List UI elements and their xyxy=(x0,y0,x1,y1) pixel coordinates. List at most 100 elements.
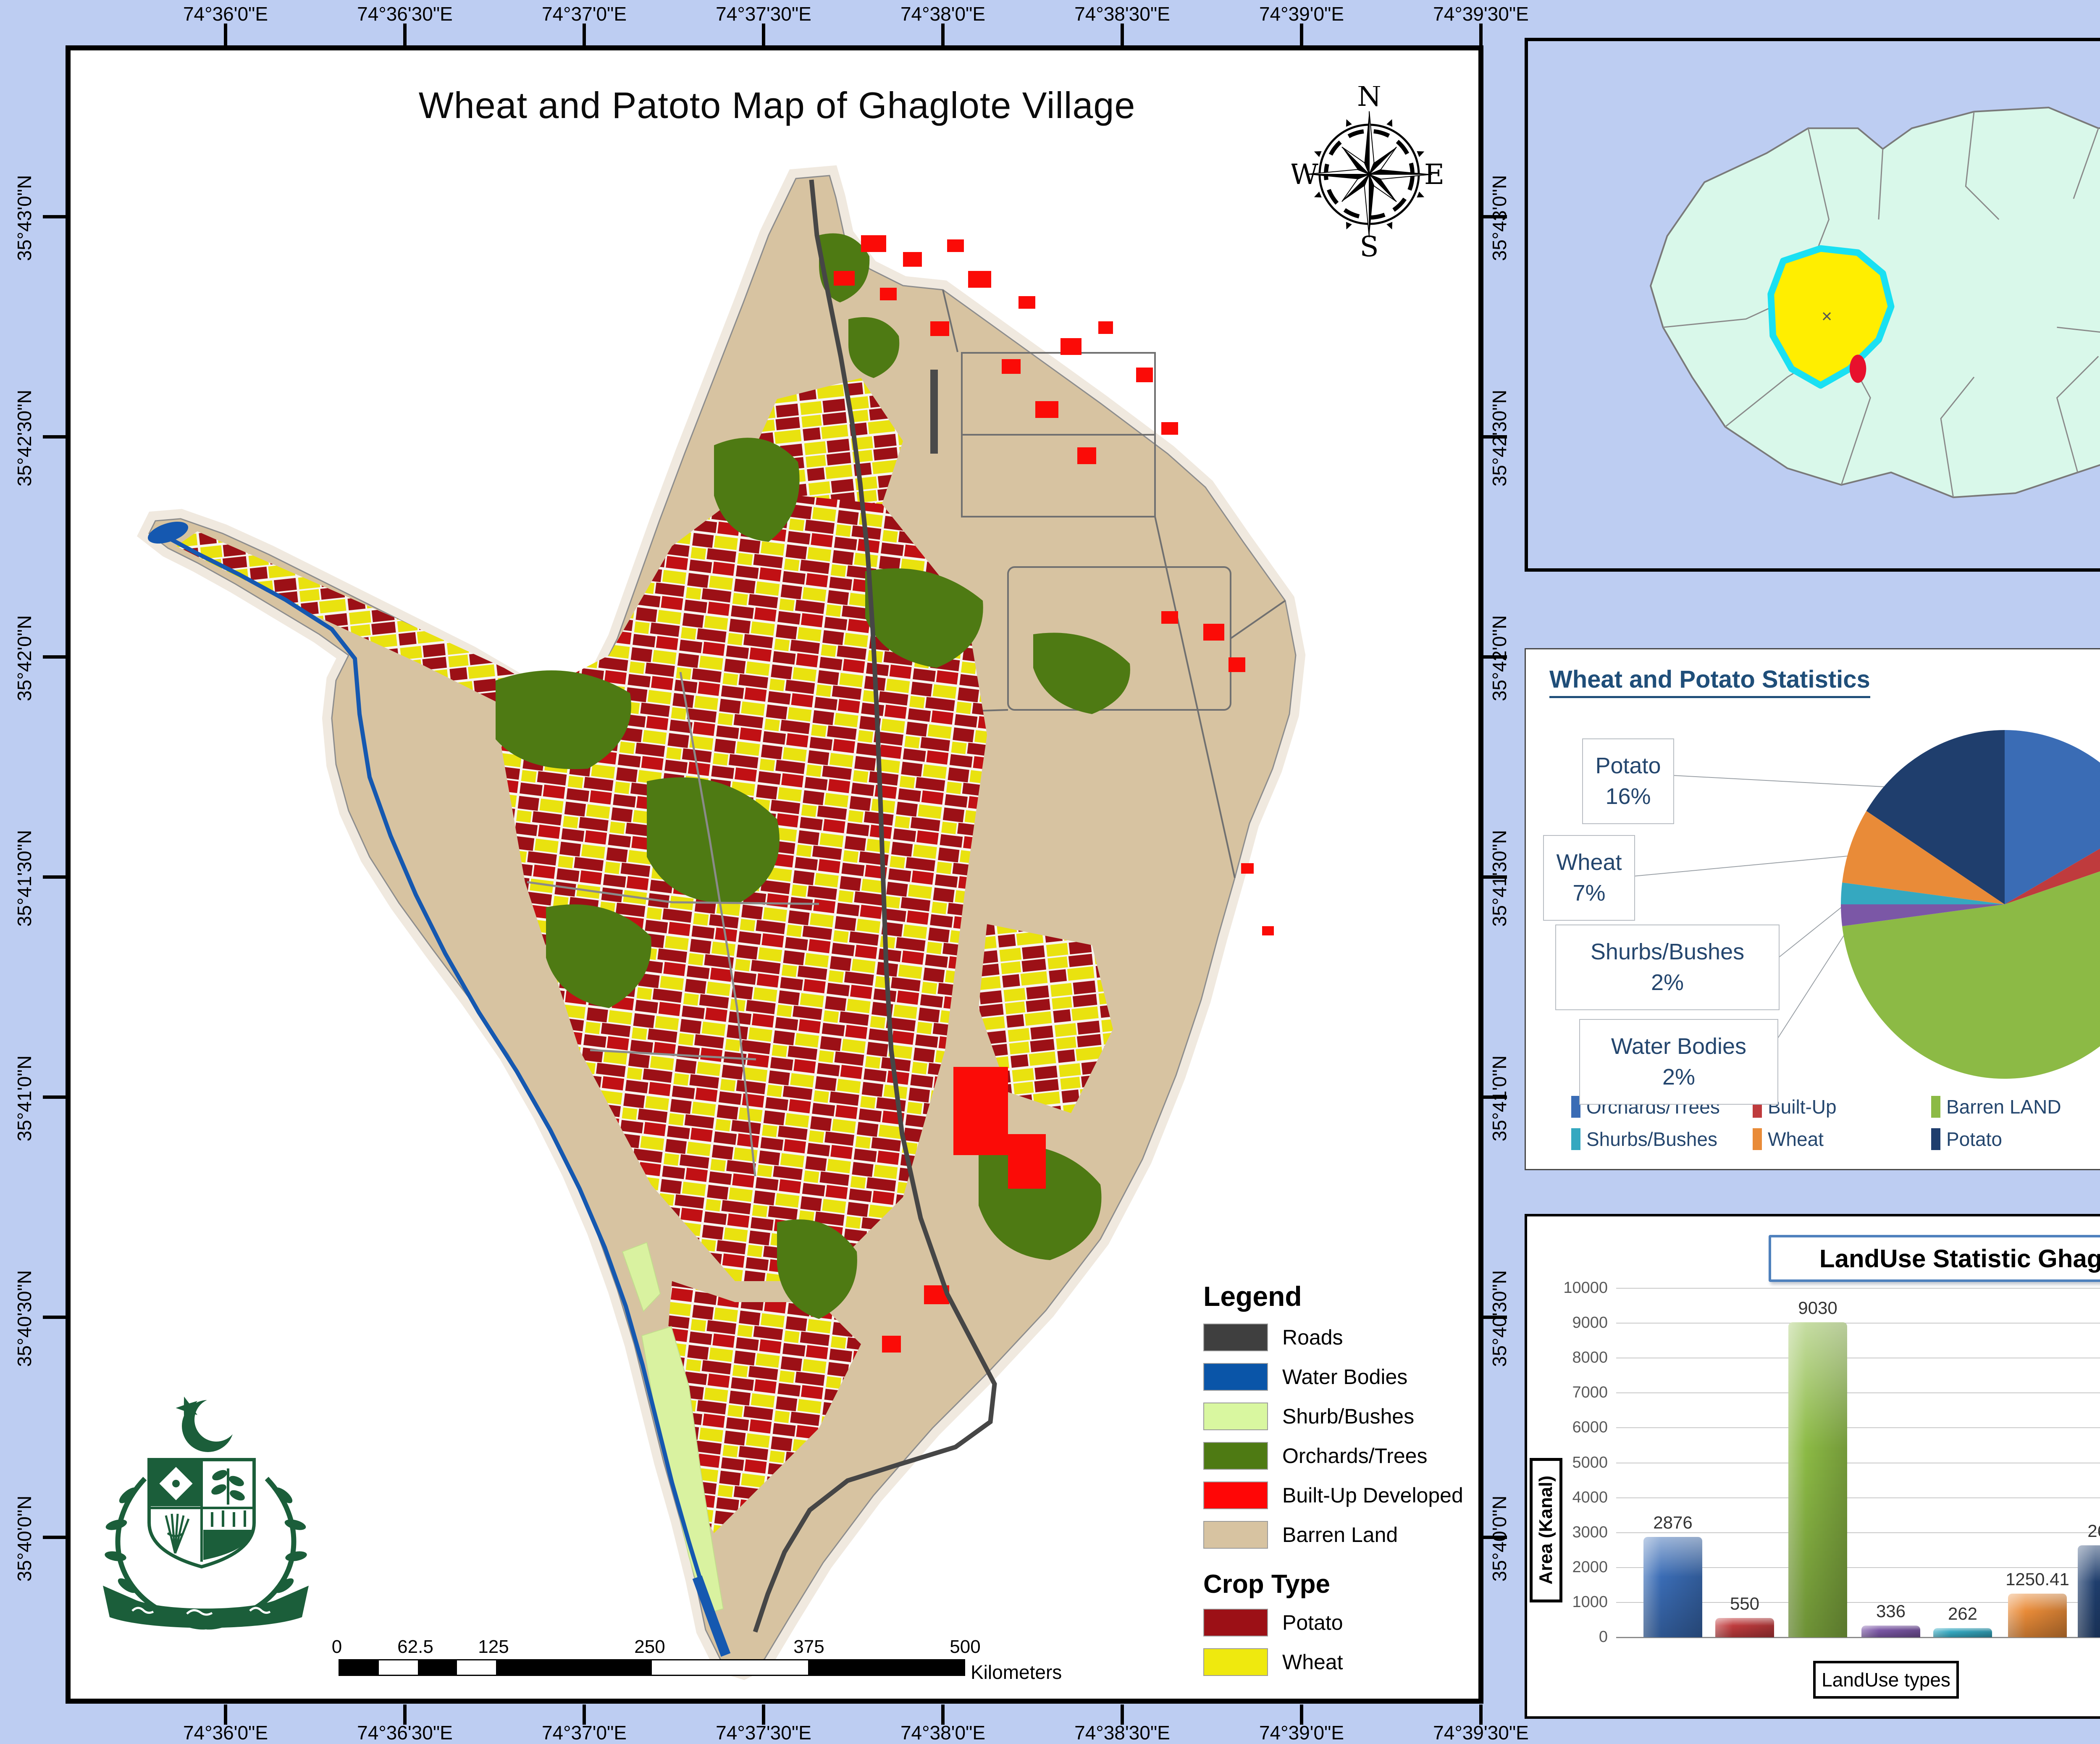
map-legend-item: Built-Up Developed xyxy=(1203,1481,1463,1509)
x-axis-tick-bottom xyxy=(1479,1705,1483,1725)
pie-legend-item: Barren LAND xyxy=(1931,1094,2061,1119)
map-legend-label: Shurb/Bushes xyxy=(1282,1405,1415,1428)
lake xyxy=(147,521,189,544)
x-axis-label-top: 74°36'0"E xyxy=(183,3,268,25)
map-legend-swatch xyxy=(1203,1403,1268,1430)
map-legend-items: Roads Water Bodies Shurb/Bushes Orchards/Tr… xyxy=(1203,1324,1489,1563)
x-axis-tick-top xyxy=(224,24,227,47)
bar-value-label: 9030 xyxy=(1798,1297,1838,1318)
y-axis-label-right: 35°42'30"N xyxy=(1488,389,1510,487)
y-axis-label-right: 35°41'0"N xyxy=(1488,1055,1510,1142)
pie-callout-shurbs-bushes: Shurbs/Bushes 2% xyxy=(1555,925,1780,1010)
y-axis-label-right: 35°43'0"N xyxy=(1488,175,1510,261)
x-axis-tick-top xyxy=(403,24,407,47)
crop-type-swatch xyxy=(1203,1648,1268,1676)
y-axis-tick-left xyxy=(43,655,66,659)
bar-y-tick-label: 1000 xyxy=(1572,1593,1608,1611)
inset-map-panel: × xyxy=(1525,38,2100,572)
bar-barren-land xyxy=(1788,1322,1847,1637)
crop-type-title: Crop Type xyxy=(1203,1570,1330,1599)
x-axis-label-top: 74°39'0"E xyxy=(1259,3,1344,25)
bar-value-label: 1250.41 xyxy=(2006,1569,2069,1589)
pie-callout-potato: Potato 16% xyxy=(1582,738,1674,824)
x-axis-tick-top xyxy=(1121,24,1124,47)
x-axis-label-top: 74°37'30"E xyxy=(716,3,811,25)
bar-y-tick-label: 4000 xyxy=(1572,1488,1608,1506)
y-axis-tick-left xyxy=(43,1095,66,1099)
y-axis-label-left: 35°43'0"N xyxy=(13,175,35,261)
compass-point-dark xyxy=(1369,174,1374,237)
bar-gridline xyxy=(1616,1392,2100,1394)
bar-gridline xyxy=(1616,1323,2100,1324)
bar-y-axis-label-box: Area (Kanal) xyxy=(1530,1458,1562,1602)
x-axis-label-bottom: 74°38'0"E xyxy=(900,1722,986,1744)
compass-point-light xyxy=(1369,147,1397,175)
pie-callout-label: Potato xyxy=(1595,753,1661,779)
compass-star xyxy=(1306,111,1433,238)
pie-leader-line xyxy=(1633,853,1875,877)
y-axis-tick-right xyxy=(1483,875,1507,879)
bar-y-tick-label: 10000 xyxy=(1563,1279,1608,1297)
map-legend-label: Water Bodies xyxy=(1282,1365,1408,1389)
map-legend-swatch xyxy=(1203,1481,1268,1509)
bar-value-label: 2876 xyxy=(1653,1513,1693,1532)
scale-segment xyxy=(652,1660,808,1675)
pie-callout-water-bodies: Water Bodies 2% xyxy=(1579,1019,1778,1105)
river-water-bodies xyxy=(147,521,731,1657)
pie-chart-title: Wheat and Potato Statistics xyxy=(1549,665,1870,698)
y-axis-tick-left xyxy=(43,1316,66,1319)
bar-gridline xyxy=(1616,1532,2100,1533)
pie-legend-item: Potato xyxy=(1931,1127,2002,1152)
compass-letter-w: W xyxy=(1292,158,1318,191)
compass-point-light xyxy=(1369,111,1375,175)
pie-legend-item: Built-Up xyxy=(1753,1094,1837,1119)
bar-x-axis-label: LandUse types xyxy=(1822,1669,1950,1691)
pie-callout-value: 7% xyxy=(1572,880,1606,906)
pie-chart xyxy=(1633,730,2100,1079)
crop-type-items: Potato Wheat xyxy=(1203,1609,1489,1689)
bar-gridline xyxy=(1616,1288,2100,1289)
pie-callout-value: 16% xyxy=(1605,784,1651,809)
emblem-banner xyxy=(103,1586,309,1628)
scale-label: 500 xyxy=(950,1636,981,1657)
pie-legend-swatch xyxy=(1753,1128,1762,1150)
compass-point-dark xyxy=(1306,174,1369,179)
compass-rose-icon: N S W E xyxy=(1290,80,1444,263)
pie-slice-wheat xyxy=(1842,811,2005,904)
bar-y-tick-label: 8000 xyxy=(1572,1349,1608,1367)
bar-gridline xyxy=(1616,1567,2100,1568)
pie-legend-swatch xyxy=(1571,1128,1580,1150)
pie-legend-item: Wheat xyxy=(1753,1127,1824,1152)
pie-chart-panel: Wheat and Potato Statistics Orchards/Tre… xyxy=(1525,648,2100,1170)
scale-label: 62.5 xyxy=(397,1636,433,1657)
bar-chart-panel: LandUse Statistic Ghaglote 0 1000 2000 3000… xyxy=(1525,1214,2100,1719)
compass-point-light xyxy=(1341,174,1370,202)
built-up-patches xyxy=(834,235,1274,1353)
pie-legend-swatch xyxy=(1931,1128,1940,1150)
bar-built-up xyxy=(1715,1618,1774,1637)
bar-x-axis-label-box: LandUse types xyxy=(1813,1661,1959,1699)
y-axis-label-right: 35°41'30"N xyxy=(1488,830,1510,927)
scale-segment xyxy=(418,1660,457,1675)
x-axis-tick-top xyxy=(762,24,765,47)
compass-ring-tick xyxy=(1417,192,1425,198)
bar-gridline xyxy=(1616,1497,2100,1498)
bar-y-tick-label: 0 xyxy=(1599,1628,1608,1646)
bar-y-axis-label: Area (Kanal) xyxy=(1536,1476,1556,1585)
secondary-road xyxy=(590,1049,756,1061)
bar-y-tick-label: 9000 xyxy=(1572,1314,1608,1332)
pie-slice-orchards-trees xyxy=(2005,730,2100,904)
map-title: Wheat and Patoto Map of Ghaglote Village xyxy=(418,84,1136,126)
bar-chart-plot: 0 1000 2000 3000 4000 5000 6000 7000 8000 9000 100… xyxy=(1527,1216,2100,1716)
roads xyxy=(527,179,997,1633)
bar-value-label: 336 xyxy=(1876,1601,1906,1621)
compass-letter-e: E xyxy=(1424,158,1444,191)
x-axis-label-top: 74°38'0"E xyxy=(900,3,986,25)
pie-legend-label: Shurbs/Bushes xyxy=(1586,1128,1717,1150)
bar-baseline xyxy=(1616,1637,2100,1638)
x-axis-label-bottom: 74°39'30"E xyxy=(1433,1722,1529,1744)
crop-type-item: Potato xyxy=(1203,1609,1343,1636)
x-axis-tick-top xyxy=(1300,24,1303,47)
inset-map: × xyxy=(1649,106,2100,498)
